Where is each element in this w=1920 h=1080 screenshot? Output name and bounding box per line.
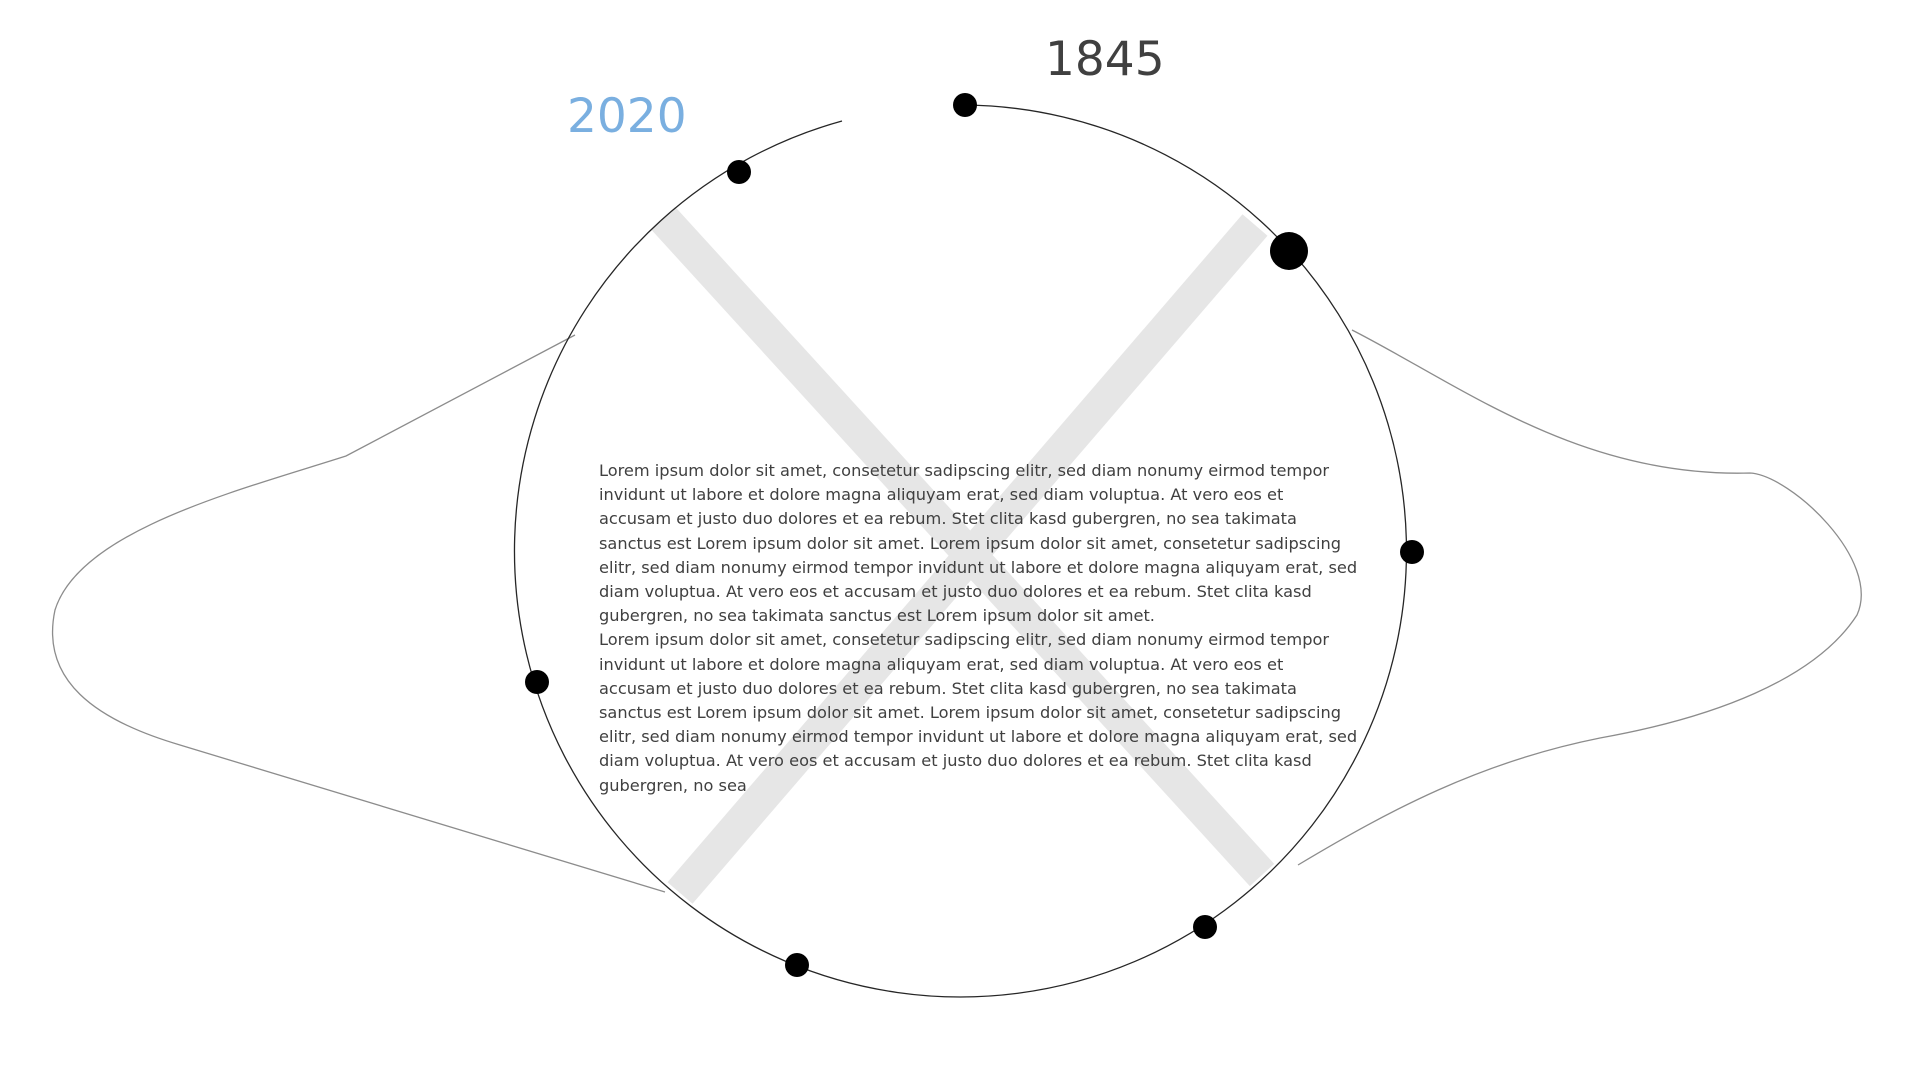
timeline-marker-start[interactable]: [953, 93, 977, 117]
body-paragraph-2: Lorem ipsum dolor sit amet, consetetur s…: [599, 630, 1358, 795]
cross-bar-ascending: [667, 214, 1268, 904]
year-label-1845: 1845: [1045, 32, 1165, 87]
timeline-ring: [513, 104, 1408, 998]
year-label-2020: 2020: [567, 89, 687, 144]
timeline-marker-upper-left[interactable]: [727, 160, 751, 184]
timeline-marker-right[interactable]: [1400, 540, 1424, 564]
body-text-block: Lorem ipsum dolor sit amet, consetetur s…: [599, 459, 1359, 798]
timeline-marker-large[interactable]: [1270, 232, 1308, 270]
outer-outline-right: [1297, 329, 1862, 866]
timeline-marker-bottom[interactable]: [785, 953, 809, 977]
timeline-marker-left[interactable]: [525, 670, 549, 694]
timeline-marker-lower-right[interactable]: [1193, 915, 1217, 939]
outer-outline-left: [51, 334, 666, 893]
body-paragraph-1: Lorem ipsum dolor sit amet, consetetur s…: [599, 461, 1358, 626]
